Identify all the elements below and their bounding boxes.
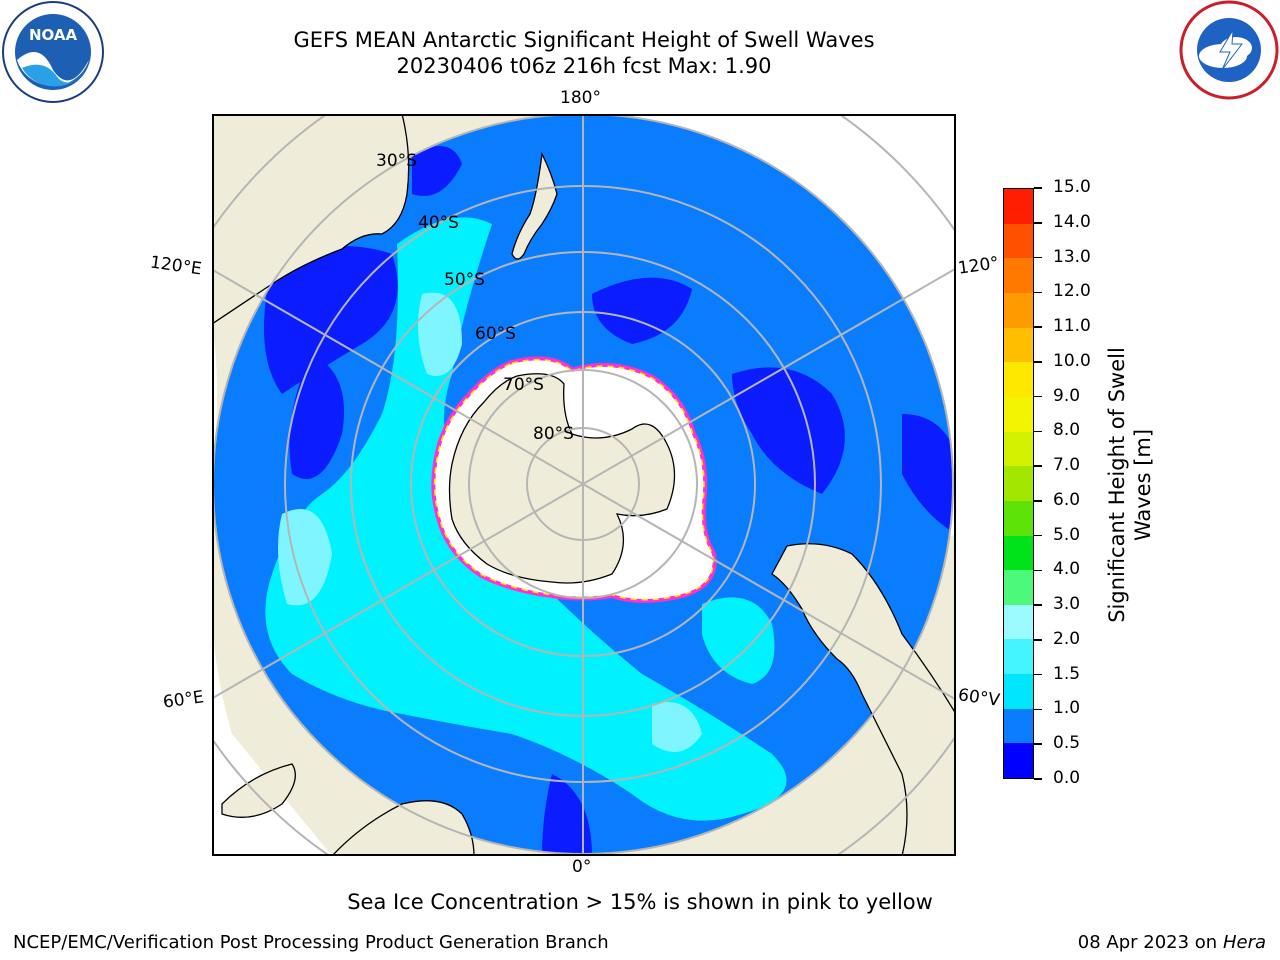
colorbar-tick-mark (1034, 465, 1042, 467)
colorbar-tick-mark (1034, 500, 1042, 502)
antarctic-map (212, 114, 956, 856)
lon-label-120e: 120°E (148, 252, 203, 280)
colorbar-segment (1004, 570, 1033, 605)
colorbar-tick-mark (1034, 743, 1042, 745)
lat-label-80s: 80°S (533, 424, 574, 444)
colorbar-segment (1004, 743, 1033, 778)
colorbar-tick-label: 12.0 (1053, 281, 1091, 302)
colorbar-tick-label: 10.0 (1053, 350, 1091, 371)
colorbar-tick-label: 8.0 (1053, 420, 1081, 441)
colorbar-tick-mark (1034, 708, 1042, 711)
lat-label-30s: 30°S (376, 151, 417, 171)
colorbar-segment (1004, 535, 1033, 571)
map-frame (212, 114, 956, 856)
colorbar-segment (1004, 396, 1033, 432)
lon-label-60w: 60°V (956, 685, 1001, 711)
colorbar-segment (1004, 189, 1033, 224)
title-line-2: 20230406 t06z 216h fcst Max: 1.90 (396, 54, 772, 78)
colorbar-segment (1004, 362, 1033, 397)
colorbar-label-line-1: Significant Height of Swell (1105, 347, 1129, 623)
machine-name: Hera (1222, 932, 1266, 953)
sea-ice-note: Sea Ice Concentration > 15% is shown in … (347, 890, 933, 914)
colorbar (1003, 188, 1034, 779)
south-america (771, 543, 955, 855)
lon-label-0: 0° (572, 857, 592, 877)
colorbar-tick-label: 13.0 (1053, 246, 1091, 267)
colorbar-tick-label: 1.5 (1053, 663, 1081, 684)
colorbar-tick-label: 2.0 (1053, 628, 1081, 649)
colorbar-segment (1004, 258, 1033, 294)
colorbar-segment (1004, 708, 1033, 744)
lat-label-60s: 60°S (475, 324, 516, 344)
colorbar-segment (1004, 293, 1033, 328)
colorbar-tick-label: 0.0 (1053, 768, 1081, 788)
nws-logo (1179, 0, 1279, 100)
madagascar (221, 763, 296, 818)
colorbar-tick-label: 15.0 (1053, 177, 1091, 197)
lat-label-40s: 40°S (418, 213, 459, 233)
new-zealand (511, 151, 558, 260)
lon-label-180: 180° (560, 88, 601, 108)
swell-cyan-region (265, 217, 787, 821)
colorbar-tick-mark (1034, 187, 1042, 189)
colorbar-segment (1004, 604, 1033, 640)
colorbar-segment (1004, 431, 1033, 467)
graticule (213, 115, 955, 855)
date-prefix: 08 Apr 2023 on (1077, 932, 1223, 953)
colorbar-tick-label: 9.0 (1053, 385, 1081, 406)
date-text: 08 Apr 2023 on Hera (1078, 932, 1266, 953)
colorbar-tick-label: 0.5 (1053, 733, 1081, 754)
colorbar-tick-mark (1034, 569, 1042, 572)
lat-label-70s: 70°S (503, 375, 544, 395)
colorbar-tick-mark (1034, 778, 1042, 780)
colorbar-label-line-2: Waves [m] (1131, 428, 1155, 542)
colorbar-segment (1004, 466, 1033, 501)
colorbar-tick-label: 6.0 (1053, 489, 1081, 510)
colorbar-segment (1004, 500, 1033, 536)
lat-label-50s: 50°S (444, 270, 485, 290)
lon-label-120w: 120° (956, 253, 1001, 279)
lon-label-60e: 60°E (161, 687, 206, 713)
colorbar-tick-mark (1034, 326, 1042, 328)
colorbar-tick-label: 11.0 (1053, 316, 1091, 337)
colorbar-tick-mark (1034, 291, 1042, 294)
colorbar-tick-label: 7.0 (1053, 455, 1081, 476)
colorbar-tick-mark (1034, 639, 1042, 641)
title-line-1: GEFS MEAN Antarctic Significant Height o… (293, 28, 875, 52)
colorbar-tick-mark (1034, 673, 1042, 676)
colorbar-tick-mark (1034, 430, 1042, 433)
colorbar-tick-mark (1034, 361, 1042, 363)
colorbar-segment (1004, 639, 1033, 675)
colorbar-tick-mark (1034, 222, 1042, 224)
colorbar-tick-mark (1034, 256, 1042, 259)
colorbar-label: Significant Height of Swell Waves [m] (1104, 347, 1156, 623)
colorbar-tick-mark (1034, 604, 1042, 606)
australia (213, 115, 410, 325)
colorbar-tick-label: 3.0 (1053, 594, 1081, 615)
colorbar-tick-mark (1034, 534, 1042, 537)
credit-text: NCEP/EMC/Verification Post Processing Pr… (13, 932, 609, 953)
colorbar-segment (1004, 327, 1033, 363)
colorbar-tick-label: 14.0 (1053, 211, 1091, 232)
noaa-logo: NOAA (2, 1, 104, 103)
colorbar-segment (1004, 674, 1033, 709)
colorbar-tick-label: 1.0 (1053, 698, 1081, 719)
colorbar-tick-label: 5.0 (1053, 524, 1081, 545)
colorbar-tick-label: 4.0 (1053, 559, 1081, 580)
colorbar-segment (1004, 223, 1033, 259)
svg-text:NOAA: NOAA (29, 26, 78, 44)
colorbar-tick-mark (1034, 395, 1042, 398)
